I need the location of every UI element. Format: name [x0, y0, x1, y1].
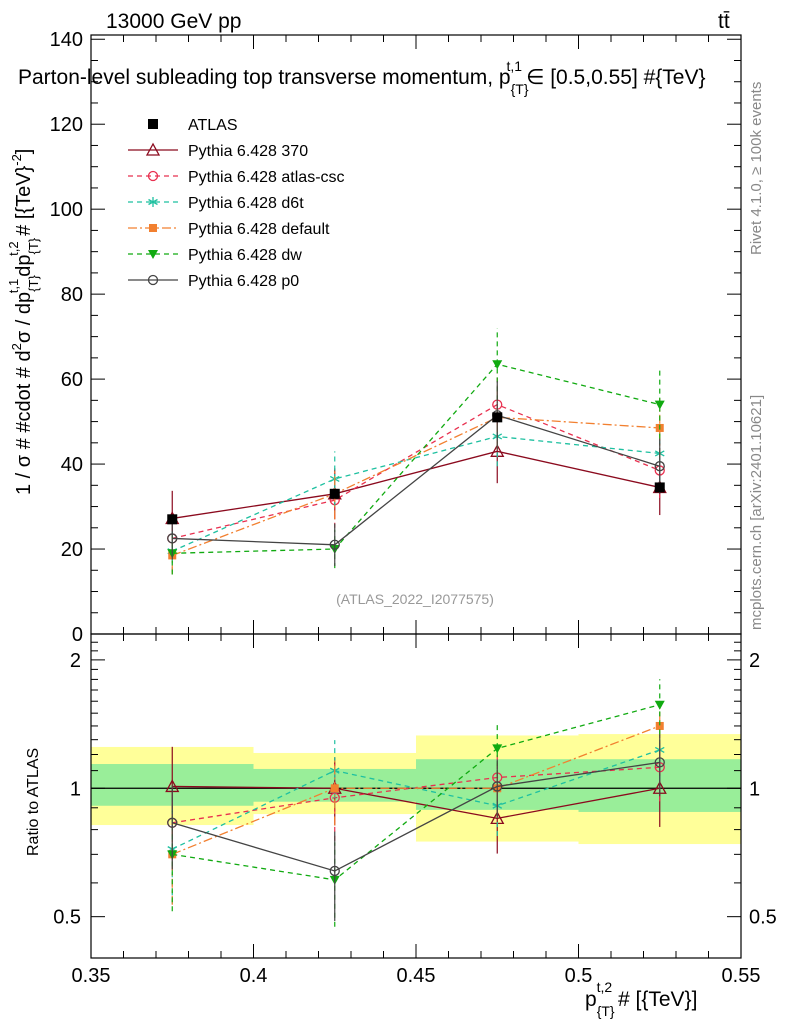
- y-tick-label: 120: [50, 114, 83, 136]
- series-pythia-6-428-p0-ratio-point: [329, 865, 340, 877]
- x-tick-label: 0.4: [240, 965, 268, 987]
- mcplots-label: mcplots.cern.ch [arXiv:2401.10621]: [748, 395, 765, 630]
- series-pythia-6-428-atlas-csc-line: [172, 403, 660, 540]
- series-pythia-6-428-370-line: [172, 450, 660, 520]
- legend-label: Pythia 6.428 dw: [188, 247, 302, 264]
- atlas-data-point: [167, 514, 178, 525]
- x-tick-label: 0.45: [397, 965, 436, 987]
- legend-label: Pythia 6.428 370: [188, 143, 308, 160]
- ratio-tick-label: 0.5: [53, 907, 81, 929]
- series-pythia-6-428-dw-ratio-point: [492, 744, 503, 754]
- series-pythia-6-428-default-ratio-point: [655, 721, 664, 730]
- legend-marker-atlas: [148, 119, 158, 129]
- series-pythia-6-428-default-line: [172, 416, 660, 557]
- chart-title-sub: {T}: [511, 81, 529, 97]
- legend: ATLAS Pythia 6.428 370 Pythia 6.428 atlas-…: [128, 117, 345, 290]
- ratio-axes-box: [90, 633, 742, 959]
- main-panel-frame: 0 20 40 60 80 100 120 140: [50, 29, 742, 958]
- legend-marker: [149, 224, 157, 232]
- atlas-data-point: [492, 412, 503, 423]
- x-tick-label: 0.5: [565, 965, 593, 987]
- chart-title-tail: ∈ [0.5,0.55] #{TeV}: [526, 66, 705, 89]
- legend-label: Pythia 6.428 default: [188, 221, 330, 238]
- y-tick-label: 80: [61, 284, 83, 306]
- atlas-data-point: [654, 482, 665, 493]
- x-tick-label: 0.35: [72, 965, 111, 987]
- y-tick-label: 40: [61, 454, 83, 476]
- star-stroke: [148, 198, 158, 206]
- series-pythia-6-428-d6t-line: [171, 435, 660, 552]
- ratio-panel-frame: 0.35 0.4 0.45 0.5 0.55 0.5 0.5 1 1 2 2: [53, 633, 777, 987]
- chart-title: Parton-level subleading top transverse m…: [18, 58, 706, 97]
- series-pythia-6-428-p0-point: [167, 533, 178, 544]
- series-pythia-6-428-p0-point: [329, 539, 340, 550]
- energy-label: 13000 GeV pp: [106, 10, 241, 33]
- series-pythia-6-428-p0-point: [654, 461, 665, 472]
- chart-title-sup: t,1: [507, 58, 523, 74]
- x-axis-label: p{T}t,2 # [{TeV}]: [585, 979, 697, 1019]
- analysis-watermark: (ATLAS_2022_I2077575): [336, 591, 494, 607]
- ratio-tick-label-right: 2: [749, 650, 760, 672]
- series-pythia-6-428-default-ratio-line: [172, 725, 660, 855]
- y-tick-label: 20: [61, 539, 83, 561]
- series-pythia-6-428-dw-ratio-point: [654, 700, 665, 710]
- y-axis-label: 1 / σ # #cdot # d2σ / dp{T}t,1dp{T}t,2 #…: [6, 149, 41, 495]
- series-pythia-6-428-370-ratio-line: [172, 785, 660, 820]
- legend-marker: [147, 274, 159, 286]
- series-pythia-6-428-dw-point: [492, 360, 503, 370]
- rivet-label: Rivet 4.1.0, ≥ 100k events: [748, 82, 765, 255]
- ratio-tick-label: 1: [70, 778, 81, 800]
- y-tick-label: 0: [72, 624, 83, 646]
- y-tick-label: 140: [50, 29, 83, 51]
- legend-label: Pythia 6.428 d6t: [188, 195, 304, 212]
- x-tick-label: 0.55: [722, 965, 761, 987]
- y-tick-label: 60: [61, 369, 83, 391]
- legend-marker: [148, 197, 158, 207]
- series-pythia-6-428-p0-ratio-line: [172, 761, 660, 872]
- atlas-data-point: [329, 488, 340, 499]
- ratio-y-axis-label: Ratio to ATLAS: [25, 748, 42, 856]
- ratio-series: [165, 679, 667, 927]
- ratio-tick-label-right: 0.5: [749, 907, 777, 929]
- legend-label: Pythia 6.428 p0: [188, 273, 299, 290]
- ratio-tick-label-right: 1: [749, 778, 760, 800]
- y-tick-label: 100: [50, 199, 83, 221]
- series-pythia-6-428-dw-point: [654, 400, 665, 410]
- series-pythia-6-428-p0-ratio-point: [492, 781, 503, 792]
- series-pythia-6-428-dw-line: [172, 363, 660, 554]
- series-pythia-6-428-default-ratio-point: [330, 784, 339, 793]
- ratio-tick-label: 2: [70, 650, 81, 672]
- legend-label: Pythia 6.428 atlas-csc: [188, 169, 345, 186]
- main-series: [165, 328, 667, 575]
- process-label: tt̄: [718, 10, 730, 33]
- legend-marker: [147, 170, 159, 182]
- series-pythia-6-428-p0-ratio-point: [654, 757, 665, 768]
- chart-title-main: Parton-level subleading top transverse m…: [18, 66, 511, 89]
- legend-marker: [145, 142, 161, 156]
- legend-marker: [148, 250, 158, 259]
- series-pythia-6-428-p0-line: [172, 414, 660, 546]
- series-pythia-6-428-dw-ratio-line: [172, 704, 660, 881]
- legend-label: ATLAS: [188, 117, 238, 134]
- series-pythia-6-428-p0-ratio-point: [167, 817, 178, 828]
